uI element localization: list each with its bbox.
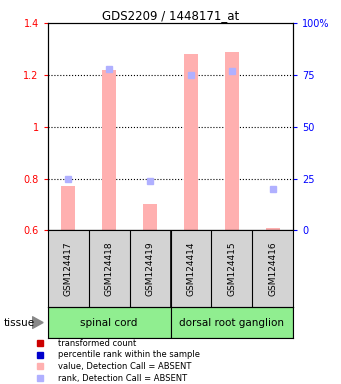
Text: GSM124418: GSM124418 <box>105 242 114 296</box>
Text: dorsal root ganglion: dorsal root ganglion <box>179 318 284 328</box>
Bar <box>102 70 116 230</box>
Text: tissue: tissue <box>3 318 34 328</box>
Bar <box>143 204 157 230</box>
Bar <box>225 51 239 230</box>
Text: GSM124419: GSM124419 <box>146 242 154 296</box>
Bar <box>170 307 293 338</box>
Text: GSM124415: GSM124415 <box>227 242 236 296</box>
Text: rank, Detection Call = ABSENT: rank, Detection Call = ABSENT <box>58 374 187 382</box>
Text: spinal cord: spinal cord <box>80 318 138 328</box>
Title: GDS2209 / 1448171_at: GDS2209 / 1448171_at <box>102 9 239 22</box>
Text: value, Detection Call = ABSENT: value, Detection Call = ABSENT <box>58 362 191 371</box>
Text: transformed count: transformed count <box>58 339 136 348</box>
Bar <box>48 307 170 338</box>
Bar <box>266 228 280 230</box>
Bar <box>184 54 198 230</box>
Bar <box>61 186 75 230</box>
Polygon shape <box>32 317 43 328</box>
Text: percentile rank within the sample: percentile rank within the sample <box>58 351 200 359</box>
Text: GSM124414: GSM124414 <box>187 242 195 296</box>
Text: GSM124417: GSM124417 <box>64 242 73 296</box>
Text: GSM124416: GSM124416 <box>268 242 277 296</box>
